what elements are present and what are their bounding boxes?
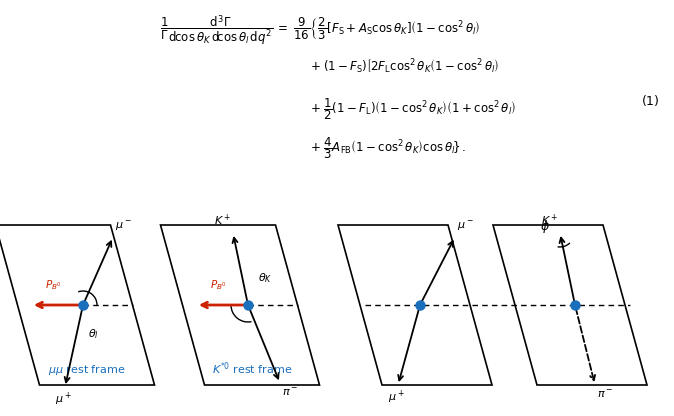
Text: $\theta_K$: $\theta_K$ [258,271,272,285]
Text: $\dfrac{1}{\Gamma}\dfrac{\mathrm{d}^3\Gamma}{\mathrm{d}\!\cos\theta_K\,\mathrm{d: $\dfrac{1}{\Gamma}\dfrac{\mathrm{d}^3\Ga… [160,14,481,49]
Polygon shape [0,225,154,385]
Text: $+\;\dfrac{4}{3}A_\mathrm{FB}\left(1-\cos^2\theta_K\right)\cos\theta_l\!\left.\r: $+\;\dfrac{4}{3}A_\mathrm{FB}\left(1-\co… [310,135,466,161]
Text: $+\;(1-F_\mathrm{S})\left[2F_\mathrm{L}\cos^2\theta_K\left(1-\cos^2\theta_l\righ: $+\;(1-F_\mathrm{S})\left[2F_\mathrm{L}\… [310,57,499,76]
Text: $K^{*0}$ rest frame: $K^{*0}$ rest frame [212,360,292,377]
Text: $\pi^-$: $\pi^-$ [597,389,613,400]
Text: $\mu^+$: $\mu^+$ [55,391,71,408]
Text: $\mu^+$: $\mu^+$ [388,389,404,406]
Text: $\mu^-$: $\mu^-$ [115,220,132,233]
Text: $\theta_l$: $\theta_l$ [88,327,99,341]
Text: $P_{B^0}$: $P_{B^0}$ [44,278,61,292]
Polygon shape [493,225,647,385]
Polygon shape [338,225,492,385]
Text: $+\;\dfrac{1}{2}(1-F_\mathrm{L})\left(1-\cos^2\theta_K\right)\left(1+\cos^2\thet: $+\;\dfrac{1}{2}(1-F_\mathrm{L})\left(1-… [310,96,516,122]
Text: $K^+$: $K^+$ [214,213,231,228]
Text: $\pi^-$: $\pi^-$ [282,387,299,398]
Polygon shape [160,225,319,385]
Text: $K^+$: $K^+$ [541,213,558,228]
Text: $\phi$: $\phi$ [540,218,550,235]
Text: $\mu^-$: $\mu^-$ [457,220,474,233]
Text: $(1)$: $(1)$ [641,92,659,107]
Text: $P_{B^0}$: $P_{B^0}$ [210,278,226,292]
Text: $\mu\mu$ rest frame: $\mu\mu$ rest frame [49,363,126,377]
